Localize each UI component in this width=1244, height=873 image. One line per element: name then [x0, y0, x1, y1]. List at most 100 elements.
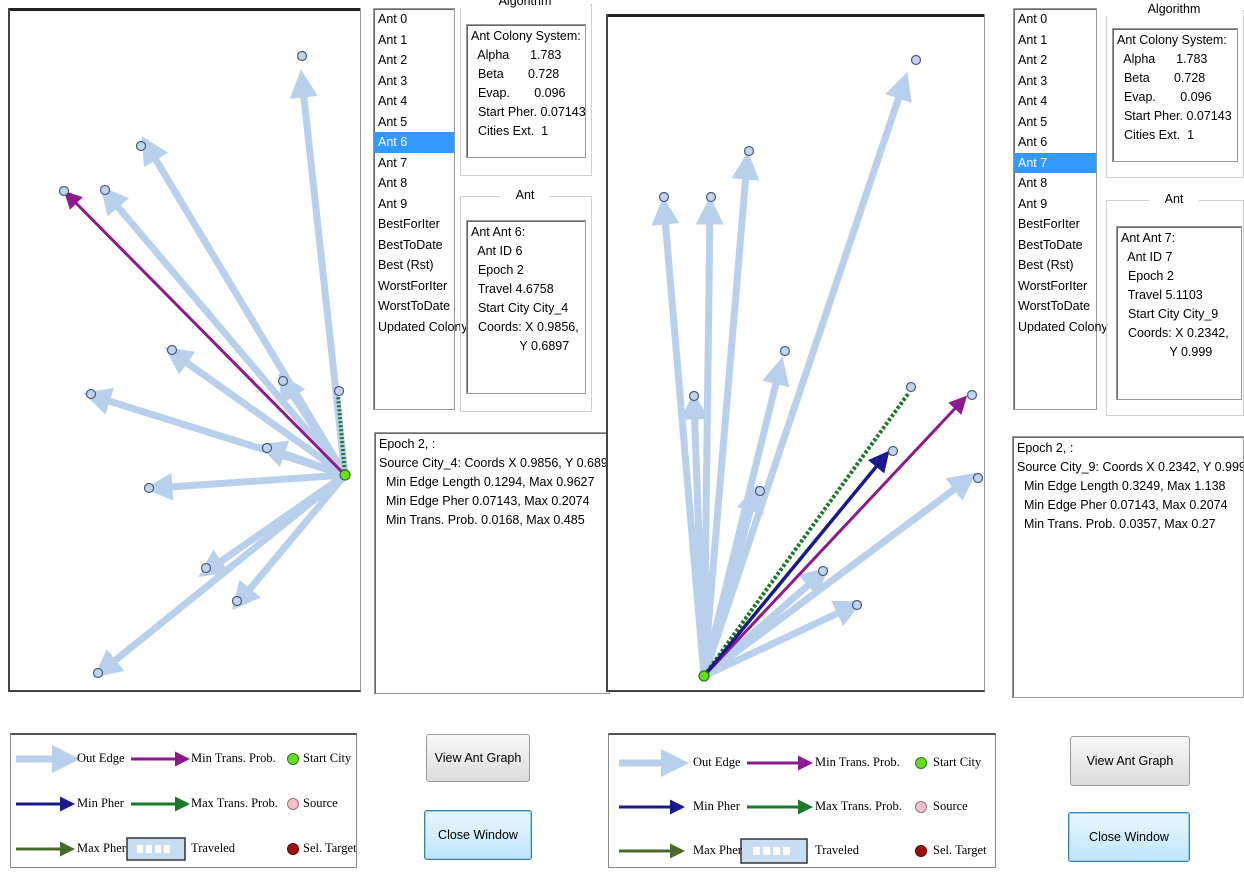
info-line: Min Edge Pher 0.07143, Max 0.2074 [1017, 498, 1228, 512]
algorithm-info: Ant Colony System: Alpha 1.783 Beta 0.72… [1112, 28, 1238, 162]
list-item[interactable]: Ant 8 [378, 176, 408, 190]
close-window-button[interactable]: Close Window [1068, 812, 1190, 862]
legend-max-trans: Max Trans. Prob. [815, 799, 902, 813]
list-item[interactable]: Ant 6 [1018, 135, 1048, 149]
legend-out-edge: Out Edge [693, 755, 741, 769]
info-line: Start City City_4 [471, 301, 569, 315]
info-line: Ant ID 7 [1121, 250, 1173, 264]
info-line: Evap. 0.096 [1117, 90, 1212, 104]
list-item[interactable]: Ant 4 [378, 94, 408, 108]
info-line: Ant Colony System: [471, 29, 581, 43]
info-line: Epoch 2 [471, 263, 524, 277]
legend-min-pher: Min Pher [693, 799, 740, 813]
list-item[interactable]: Ant 2 [1018, 53, 1048, 67]
info-line: Min Edge Length 0.3249, Max 1.138 [1017, 479, 1226, 493]
legend-start-city: Start City [303, 751, 352, 765]
info-line: Coords: X 0.9856, [471, 320, 579, 334]
graph-canvas[interactable] [606, 14, 985, 692]
list-item[interactable]: Ant 5 [378, 114, 408, 129]
legend-out-edge: Out Edge [77, 751, 125, 765]
info-line: Ant Colony System: [1117, 33, 1227, 47]
graph-canvas[interactable] [8, 8, 361, 692]
info-line: Y 0.999 [1121, 345, 1213, 359]
list-item[interactable]: BestForIter [1018, 217, 1080, 231]
info-line: Cities Ext. 1 [471, 124, 549, 138]
graph-svg [58, 50, 351, 679]
legend-source: Source [303, 796, 338, 810]
algorithm-group-title: Algorithm [460, 0, 590, 8]
start-city-node [698, 670, 710, 682]
algorithm-info: Ant Colony System: Alpha 1.783 Beta 0.72… [466, 24, 586, 158]
list-item[interactable]: Ant 5 [1018, 114, 1048, 129]
list-item[interactable]: WorstForIter [378, 278, 448, 293]
list-item[interactable]: Ant 8 [1018, 176, 1048, 190]
list-item-selected[interactable]: Ant 7 [1014, 152, 1096, 173]
graph-top-border [608, 14, 984, 17]
list-item[interactable]: Updated Colony [1018, 319, 1108, 334]
list-item[interactable]: Ant 3 [1018, 73, 1048, 88]
ant-listbox[interactable]: Ant 0 Ant 1 Ant 2 Ant 3 Ant 4 Ant 5 Ant … [1013, 8, 1108, 410]
legend: Out Edge Min Pher Max Pher Min Trans. Pr… [608, 733, 996, 868]
info-line: Min Edge Length 0.1294, Max 0.9627 [379, 475, 595, 489]
info-line: Beta 0.728 [471, 67, 560, 81]
out-edges [651, 72, 977, 680]
ant-group-title: Ant [500, 188, 550, 202]
ant-info: Ant Ant 6: Ant ID 6 Epoch 2 Travel 4.675… [466, 220, 586, 394]
legend-start-city: Start City [933, 755, 982, 769]
ant-info: Ant Ant 7: Ant ID 7 Epoch 2 Travel 5.110… [1116, 226, 1242, 400]
list-item[interactable]: Ant 9 [378, 196, 408, 211]
list-item[interactable]: BestToDate [1018, 237, 1083, 252]
legend-sel-target: Sel. Target [303, 841, 357, 855]
list-item[interactable]: Ant 2 [378, 53, 408, 67]
list-item[interactable]: Best (Rst) [378, 258, 434, 272]
list-item[interactable]: Ant 3 [378, 73, 408, 88]
legend-max-pher: Max Pher [693, 843, 742, 857]
ant-graph-window-left: Ant 0 Ant 1 Ant 2 Ant 3 Ant 4 Ant 5 Ant … [8, 0, 610, 868]
ant-group-title: Ant [1149, 192, 1199, 206]
list-item[interactable]: Ant 0 [1018, 12, 1048, 26]
list-item[interactable]: WorstToDate [378, 299, 451, 313]
list-item[interactable]: WorstForIter [1018, 278, 1088, 293]
epoch-info: Epoch 2, : Source City_9: Coords X 0.2342… [1012, 436, 1244, 698]
info-line: Source City_4: Coords X 0.9856, Y 0.6897 [379, 456, 610, 470]
graph-svg [651, 54, 984, 682]
legend: Out Edge Min Pher Max Pher Min Trans. Pr… [10, 733, 357, 868]
info-line: Alpha 1.783 [1117, 52, 1208, 66]
info-line: Ant Ant 7: [1121, 231, 1176, 245]
list-item[interactable]: BestForIter [378, 217, 440, 231]
city-nodes [58, 50, 345, 679]
info-line: Epoch 2 [1121, 269, 1174, 283]
list-item[interactable]: Best (Rst) [1018, 258, 1074, 272]
legend-min-trans: Min Trans. Prob. [815, 755, 900, 769]
info-line: Start City City_9 [1121, 307, 1219, 321]
list-item[interactable]: WorstToDate [1018, 299, 1091, 313]
list-item[interactable]: BestToDate [378, 237, 443, 252]
list-item[interactable]: Ant 9 [1018, 196, 1048, 211]
list-item[interactable]: Updated Colony [378, 319, 468, 334]
list-item-selected[interactable]: Ant 6 [374, 132, 454, 153]
legend-traveled: Traveled [191, 841, 235, 855]
legend-min-pher: Min Pher [77, 796, 124, 810]
list-item[interactable]: Ant 1 [378, 32, 408, 47]
list-item[interactable]: Ant 0 [378, 12, 408, 26]
info-line: Travel 4.6758 [471, 282, 554, 296]
list-item[interactable]: Ant 4 [1018, 94, 1048, 108]
min-pher-edge [702, 450, 890, 678]
view-ant-graph-button[interactable]: View Ant Graph [1070, 736, 1190, 786]
info-line: Epoch 2, : [379, 437, 436, 451]
legend-symbols [619, 749, 927, 864]
info-line: Min Edge Pher 0.07143, Max 0.2074 [379, 494, 590, 508]
info-line: Start Pher. 0.07143 [1117, 109, 1232, 123]
legend-min-trans: Min Trans. Prob. [191, 751, 276, 765]
ant-listbox[interactable]: Ant 0 Ant 1 Ant 2 Ant 3 Ant 4 Ant 5 Ant … [373, 8, 468, 410]
algorithm-group-title: Algorithm [1106, 2, 1242, 16]
view-ant-graph-button[interactable]: View Ant Graph [426, 734, 530, 782]
info-line: Min Trans. Prob. 0.0357, Max 0.27 [1017, 517, 1216, 531]
info-line: Travel 5.1103 [1121, 288, 1203, 302]
list-item[interactable]: Ant 7 [378, 155, 408, 170]
list-item[interactable]: Ant 1 [1018, 32, 1048, 47]
close-window-button[interactable]: Close Window [424, 810, 532, 860]
legend-symbols [16, 745, 299, 861]
traveled-edge [336, 394, 347, 476]
out-edges [82, 69, 349, 678]
